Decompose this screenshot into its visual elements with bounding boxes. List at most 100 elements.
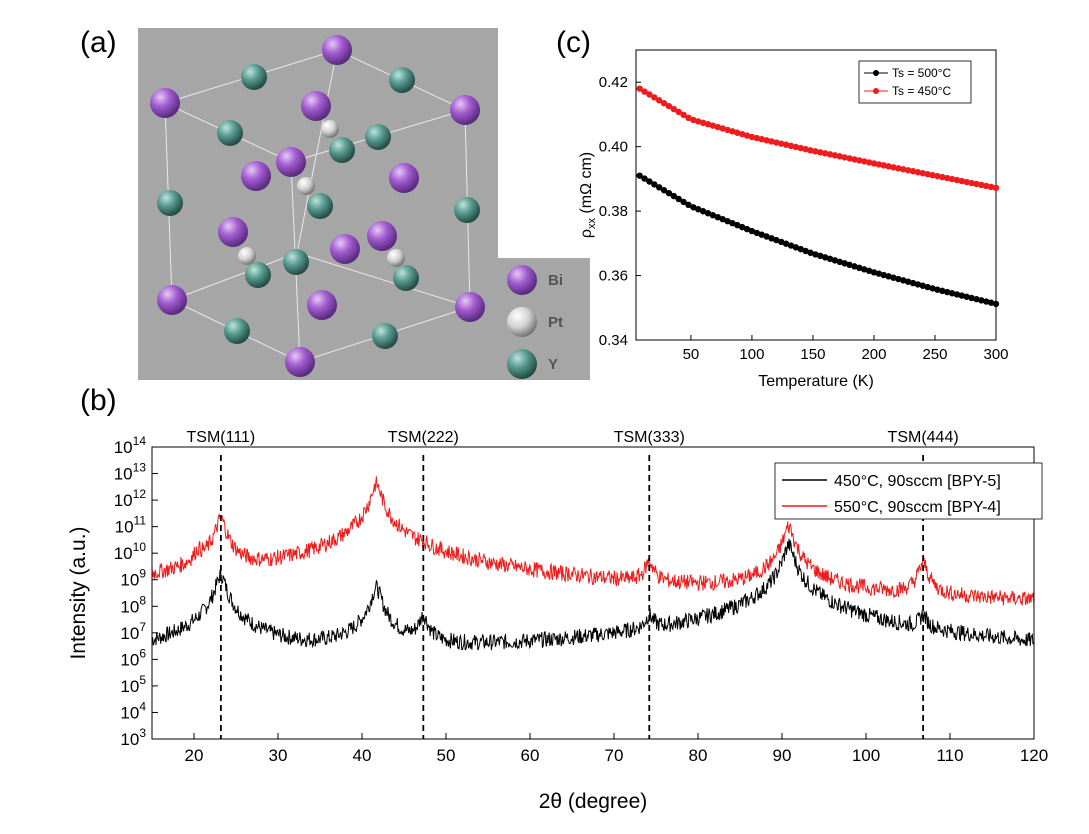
data-point [792, 244, 800, 251]
peak-marker-label: TSM(444) [888, 429, 959, 446]
data-point [699, 119, 707, 127]
y-tick-label: 1010 [114, 540, 147, 563]
data-point [831, 152, 839, 159]
data-point [690, 204, 697, 211]
x-tick-label: 90 [773, 746, 792, 765]
x-tick-label: 110 [936, 746, 963, 765]
data-point [909, 279, 917, 287]
data-point [934, 172, 941, 180]
data-point [704, 210, 712, 217]
data-point [714, 213, 721, 221]
data-point [856, 157, 863, 164]
data-point [655, 184, 663, 191]
data-point [758, 136, 765, 143]
data-point [807, 249, 814, 256]
data-point [963, 293, 970, 300]
bi-atom [218, 217, 248, 247]
y-atom [454, 197, 480, 223]
x-tick-label: 60 [521, 746, 540, 765]
data-point [675, 195, 682, 203]
data-point [695, 118, 702, 125]
bi-atom [285, 347, 315, 377]
peak-marker-label: TSM(333) [614, 429, 685, 446]
x-tick-label: 80 [689, 746, 708, 765]
legend-label: 550°C, 90sccm [BPY-4] [834, 499, 1001, 516]
data-point [719, 125, 726, 132]
atom-key: Bi Pt Y [507, 265, 563, 379]
data-point [704, 121, 712, 128]
y-tick-label: 0.34 [599, 332, 628, 349]
x-tick-label: 20 [185, 746, 204, 765]
data-point [724, 126, 731, 134]
data-point [968, 294, 975, 302]
data-point [992, 184, 1000, 192]
x-tick-label: 70 [605, 746, 624, 765]
panel-label-a: (a) [80, 26, 117, 59]
y-axis-title: Intensity (a.u.) [67, 526, 90, 659]
y-tick-label: 107 [120, 620, 146, 643]
data-point [846, 261, 853, 269]
data-point [821, 150, 829, 157]
x-axis-title: Temperature (K) [758, 373, 874, 390]
data-point [670, 105, 678, 113]
data-point [773, 139, 780, 146]
data-point [680, 198, 687, 206]
bi-atom [367, 221, 397, 251]
y-atom [245, 262, 271, 288]
y-atom [224, 318, 250, 344]
crystal-structure: Bi Pt Y [138, 28, 590, 380]
data-point [738, 130, 746, 138]
y-atom [372, 323, 398, 349]
data-point [680, 111, 687, 119]
x-tick-label: 50 [683, 346, 700, 363]
data-point [851, 263, 858, 270]
data-point [875, 270, 883, 277]
data-point [953, 291, 961, 298]
data-point [651, 181, 658, 188]
data-point [743, 225, 751, 233]
data-point [929, 285, 936, 292]
y-atom [389, 67, 415, 93]
data-point [655, 97, 663, 104]
data-point [821, 254, 829, 261]
data-point [880, 162, 887, 169]
legend-label: 450°C, 90sccm [BPY-5] [834, 473, 1001, 490]
data-point [787, 142, 795, 150]
xrd-chart: TSM(111) TSM(222) TSM(333) TSM(444) 20 30 40 5… [67, 429, 1048, 813]
data-point [695, 206, 702, 213]
data-point [924, 170, 931, 178]
data-point [641, 175, 648, 182]
data-point [636, 85, 643, 92]
pt-atom [297, 177, 315, 195]
data-point [919, 282, 926, 289]
y-atom [365, 124, 391, 150]
data-point [919, 170, 926, 177]
data-point [748, 227, 756, 235]
data-point [763, 233, 770, 240]
data-point [817, 149, 824, 156]
bi-atom [450, 95, 480, 125]
data-point [885, 273, 892, 280]
key-label-bi: Bi [548, 272, 563, 289]
data-point [734, 221, 741, 229]
panel-label-b: (b) [80, 384, 117, 417]
data-point [709, 122, 717, 129]
data-point [724, 217, 731, 225]
plot-frame [151, 446, 1035, 740]
data-point [890, 274, 897, 281]
data-point [787, 242, 795, 249]
data-point [992, 300, 1000, 308]
bi-atom [157, 285, 187, 315]
x-tick-label: 50 [437, 746, 456, 765]
y-tick-label: 104 [120, 699, 146, 722]
bi-atom [276, 147, 306, 177]
data-point [890, 164, 897, 171]
data-point [636, 172, 643, 179]
data-point [807, 147, 814, 154]
legend-label: Ts = 450°C [892, 84, 951, 98]
data-point [768, 235, 775, 242]
data-point [802, 247, 809, 255]
data-point [851, 156, 858, 163]
data-point [953, 176, 961, 184]
y-atom [329, 137, 355, 163]
